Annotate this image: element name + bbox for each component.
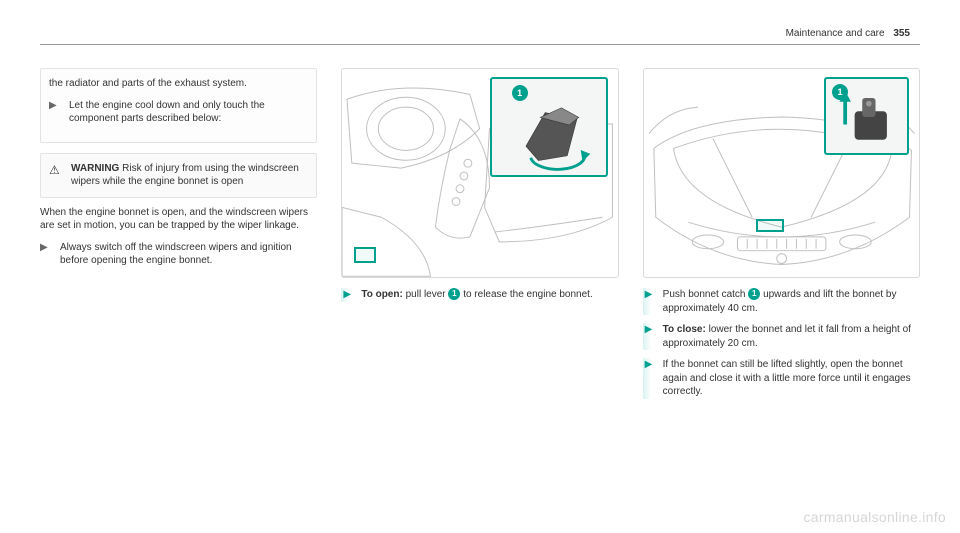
manual-page: Maintenance and care 355 the radiator an… bbox=[0, 0, 960, 533]
open-label: To open: bbox=[361, 289, 402, 300]
bullet-text: To open: pull lever 1 to release the eng… bbox=[361, 288, 592, 302]
inline-callout-1: 1 bbox=[748, 288, 760, 300]
watermark: carmanualsonline.info bbox=[804, 509, 947, 525]
open-before: pull lever bbox=[406, 289, 446, 300]
callout-1: 1 bbox=[832, 84, 848, 100]
preamble-text: the radiator and parts of the exhaust sy… bbox=[49, 77, 308, 91]
bullet-text: Let the engine cool down and only touch … bbox=[69, 99, 308, 126]
arrow-icon: ▶ bbox=[643, 323, 655, 350]
highlight-box bbox=[756, 219, 784, 232]
lever-detail bbox=[492, 79, 606, 175]
page-number: 355 bbox=[893, 28, 910, 39]
highlight-box bbox=[354, 247, 376, 263]
columns: the radiator and parts of the exhaust sy… bbox=[40, 68, 920, 407]
illustration-bonnet: 1 bbox=[643, 68, 920, 278]
inset-catch: 1 bbox=[824, 77, 909, 155]
column-2: 1 ▶ To open: pull lever 1 to release the… bbox=[341, 68, 618, 407]
inset-lever: 1 bbox=[490, 77, 608, 177]
page-header: Maintenance and care 355 bbox=[786, 28, 910, 39]
warning-content: WARNING Risk of injury from using the wi… bbox=[71, 162, 308, 189]
bullet-switch-off: ▶ Always switch off the windscreen wiper… bbox=[40, 241, 317, 268]
b1-before: Push bonnet catch bbox=[663, 289, 746, 300]
bullet-text: To close: lower the bonnet and let it fa… bbox=[663, 323, 920, 350]
warning-label: WARNING bbox=[71, 163, 119, 174]
open-after: to release the engine bonnet. bbox=[463, 289, 593, 300]
bullet-text: If the bonnet can still be lifted slight… bbox=[663, 358, 920, 399]
arrow-icon: ▶ bbox=[40, 241, 52, 268]
arrow-icon: ▶ bbox=[643, 288, 655, 315]
warning-box: ⚠ WARNING Risk of injury from using the … bbox=[40, 153, 317, 198]
section-title: Maintenance and care bbox=[786, 28, 885, 39]
info-box: the radiator and parts of the exhaust sy… bbox=[40, 68, 317, 143]
arrow-icon: ▶ bbox=[643, 358, 655, 399]
header-rule bbox=[40, 44, 920, 45]
bullet-if-lifted: ▶ If the bonnet can still be lifted slig… bbox=[643, 358, 920, 399]
bullet-to-open: ▶ To open: pull lever 1 to release the e… bbox=[341, 288, 618, 302]
bullet-text: Push bonnet catch 1 upwards and lift the… bbox=[663, 288, 920, 315]
bullet-cool-down: ▶ Let the engine cool down and only touc… bbox=[49, 99, 308, 126]
paragraph-wipers: When the engine bonnet is open, and the … bbox=[40, 206, 317, 233]
illustration-interior: 1 bbox=[341, 68, 618, 278]
callout-1: 1 bbox=[512, 85, 528, 101]
column-3: 1 ▶ Push bonnet catch 1 upwards and lift… bbox=[643, 68, 920, 407]
warning-icon: ⚠ bbox=[49, 162, 63, 189]
arrow-icon: ▶ bbox=[49, 99, 61, 126]
bullet-push-catch: ▶ Push bonnet catch 1 upwards and lift t… bbox=[643, 288, 920, 315]
column-1: the radiator and parts of the exhaust sy… bbox=[40, 68, 317, 407]
inline-callout-1: 1 bbox=[448, 288, 460, 300]
arrow-icon: ▶ bbox=[341, 288, 353, 302]
bullet-to-close: ▶ To close: lower the bonnet and let it … bbox=[643, 323, 920, 350]
close-label: To close: bbox=[663, 324, 706, 335]
bullet-text: Always switch off the windscreen wipers … bbox=[60, 241, 317, 268]
